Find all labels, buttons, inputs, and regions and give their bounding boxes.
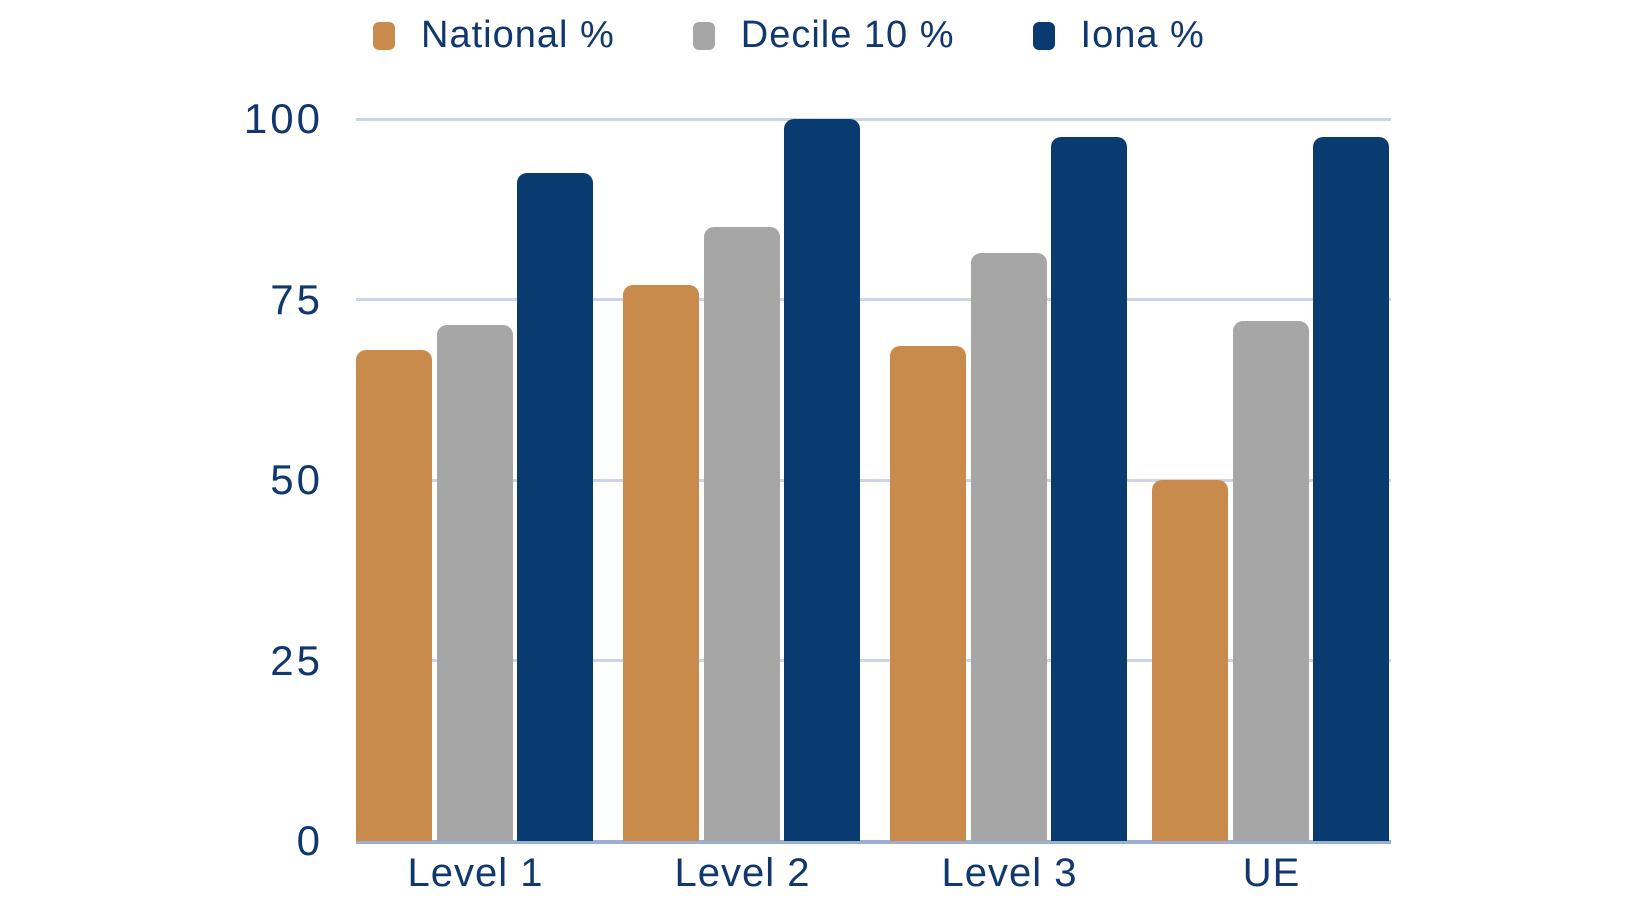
- bar-level-3-decile10: [971, 253, 1047, 841]
- x-tick-label-1: Level 1: [407, 851, 544, 895]
- chart-legend: National % Decile 10 % Iona %: [373, 14, 1205, 57]
- bar-level-1-decile10: [437, 325, 513, 841]
- bar-level-1-national: [356, 350, 432, 841]
- legend-label: Iona %: [1080, 14, 1205, 56]
- y-tick-label-50: 50: [270, 456, 323, 503]
- bar-ue-iona: [1313, 137, 1389, 841]
- legend-swatch-icon: [692, 21, 715, 50]
- bar-level-3-national: [890, 346, 966, 841]
- bar-level-2-iona: [784, 119, 860, 841]
- x-tick-label-4: UE: [1242, 851, 1301, 895]
- bar-level-2-decile10: [704, 227, 780, 841]
- bar-level-2-national: [623, 285, 699, 841]
- bar-level-1-iona: [517, 173, 593, 841]
- bar-level-3-iona: [1051, 137, 1127, 841]
- x-tick-label-2: Level 2: [674, 851, 811, 895]
- x-tick-label-3: Level 3: [941, 851, 1078, 895]
- legend-item-1: National %: [373, 14, 615, 57]
- gridline-100: [356, 117, 1391, 121]
- y-tick-label-100: 100: [243, 95, 323, 142]
- legend-label: Decile 10 %: [740, 14, 955, 56]
- y-tick-label-0: 0: [296, 817, 323, 864]
- gridline-25: [356, 659, 1391, 662]
- y-tick-label-75: 75: [270, 275, 323, 323]
- legend-item-2: Decile 10 %: [692, 14, 955, 57]
- gridline-75: [356, 298, 1391, 301]
- x-axis-line: [356, 840, 1391, 844]
- bar-ue-national: [1152, 480, 1228, 841]
- legend-item-3: Iona %: [1032, 14, 1205, 57]
- legend-label: National %: [421, 14, 615, 56]
- y-tick-label-25: 25: [270, 636, 323, 684]
- legend-swatch-icon: [373, 21, 395, 50]
- bar-ue-decile10: [1233, 321, 1309, 841]
- gridline-50: [356, 478, 1391, 482]
- legend-swatch-icon: [1032, 21, 1055, 50]
